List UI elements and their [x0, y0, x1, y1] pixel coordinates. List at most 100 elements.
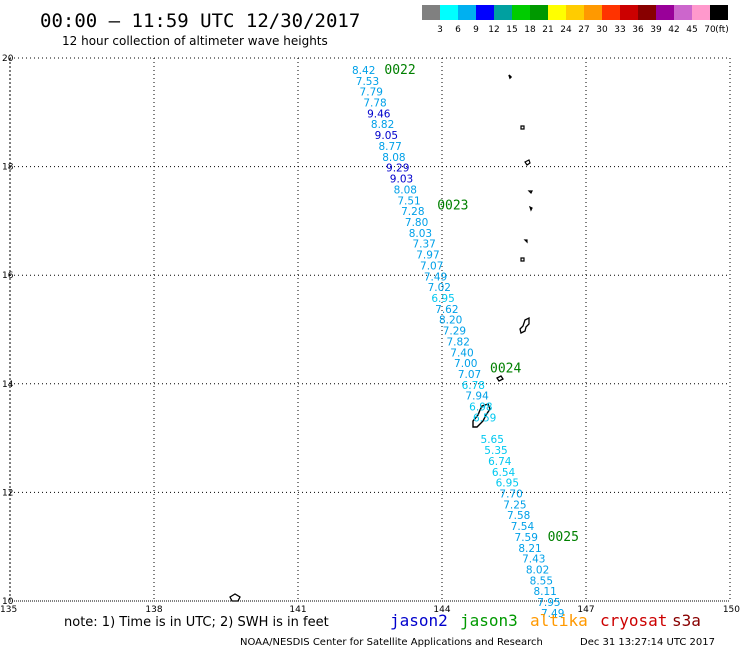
map-title: 00:00 — 11:59 UTC 12/30/2017 — [40, 10, 360, 32]
colorbar-swatch — [692, 5, 710, 20]
island-outline — [229, 593, 241, 602]
longitude-tick-label: 135 — [0, 605, 17, 615]
colorbar-swatch — [494, 5, 512, 20]
island-outline — [523, 239, 528, 244]
wave-height-value: 9.05 — [375, 130, 398, 142]
legend-jason3: jason3 — [460, 611, 518, 630]
pass-id-label: 0024 — [490, 362, 521, 377]
wave-height-value: 7.95 — [537, 597, 560, 609]
colorbar-swatch — [674, 5, 692, 20]
footer-note: note: 1) Time is in UTC; 2) SWH is in fe… — [64, 615, 329, 630]
wave-height-value: 7.62 — [435, 304, 458, 316]
wave-height-value: 7.49 — [541, 608, 564, 620]
wave-height-value: 7.40 — [450, 347, 473, 359]
island-outline — [520, 125, 525, 130]
wave-height-value: 7.97 — [416, 250, 439, 262]
colorbar-label: 45 — [686, 25, 697, 35]
colorbar: 3 6 9 12 15 18 21 24 27 30 33 36 39 42 45 70 (ft) — [422, 5, 729, 35]
wave-height-value: 5.35 — [484, 445, 507, 457]
wave-height-value: 7.80 — [405, 217, 428, 229]
wave-height-value: 6.78 — [462, 380, 485, 392]
colorbar-swatch — [638, 5, 656, 20]
wave-height-value: 7.07 — [420, 260, 443, 272]
colorbar-label: 12 — [488, 25, 499, 35]
colorbar-label: 70 — [704, 25, 716, 35]
wave-height-value: 7.82 — [447, 336, 470, 348]
footer-credit: NOAA/NESDIS Center for Satellite Applica… — [240, 637, 543, 648]
wave-height-value: 7.94 — [465, 391, 489, 403]
colorbar-swatch — [710, 5, 728, 20]
colorbar-label: 33 — [614, 25, 625, 35]
colorbar-swatch — [602, 5, 620, 20]
map-frame — [9, 57, 731, 602]
legend-s3a: s3a — [672, 611, 701, 630]
colorbar-label: 39 — [650, 25, 662, 35]
island-outline — [519, 316, 530, 334]
colorbar-label: 42 — [668, 25, 679, 35]
wave-height-value: 7.37 — [412, 239, 435, 251]
pass-labels: 0022 0023 0024 0025 — [384, 63, 579, 545]
colorbar-swatch — [584, 5, 602, 20]
wave-height-value: 8.08 — [394, 184, 417, 196]
wave-height-value: 8.77 — [378, 141, 401, 153]
colorbar-label: 18 — [524, 25, 536, 35]
wave-height-value: 9.46 — [367, 108, 391, 120]
wave-height-value: 7.07 — [458, 369, 481, 381]
wave-height-value: 7.28 — [401, 206, 424, 218]
wave-height-value: 8.21 — [518, 543, 541, 555]
wave-height-value: 8.02 — [526, 565, 549, 577]
wave-height-value: 8.11 — [533, 586, 556, 598]
wave-height-value: 9.29 — [386, 163, 409, 175]
pass-id-label: 0023 — [437, 199, 468, 214]
wave-height-value: 8.08 — [382, 152, 405, 164]
wave-height-value: 6.59 — [473, 412, 496, 424]
wave-height-value: 8.82 — [371, 119, 394, 131]
longitude-tick-label: 147 — [577, 605, 594, 615]
colorbar-swatch — [458, 5, 476, 20]
colorbar-label: 24 — [560, 25, 572, 35]
colorbar-label: 21 — [542, 25, 553, 35]
map-subtitle: 12 hour collection of altimeter wave hei… — [62, 34, 328, 48]
colorbar-label: 15 — [506, 25, 517, 35]
legend-jason2: jason2 — [390, 611, 448, 630]
wave-height-value: 6.54 — [492, 467, 516, 479]
wave-height-value: 7.54 — [511, 521, 535, 533]
wave-height-value: 7.58 — [507, 510, 530, 522]
pass-id-label: 0022 — [384, 63, 415, 78]
wave-height-value: 7.49 — [424, 271, 447, 283]
wave-height-value: 8.20 — [439, 315, 462, 327]
wave-height-value: 8.42 — [352, 65, 375, 77]
wave-height-value: 8.55 — [530, 575, 553, 587]
wave-height-value: 6.95 — [431, 293, 454, 305]
latitude-tick-label: 18 — [2, 163, 14, 173]
wave-height-value: 7.02 — [428, 282, 451, 294]
pass-id-label: 0025 — [548, 530, 579, 545]
colorbar-swatch — [548, 5, 566, 20]
colorbar-label: 6 — [455, 25, 461, 35]
wave-height-value: 9.03 — [390, 174, 413, 186]
wave-height-value: 7.29 — [443, 326, 466, 338]
latitude-tick-label: 12 — [2, 488, 13, 498]
island-outline — [520, 257, 525, 262]
wave-height-value: 7.00 — [454, 358, 477, 370]
wave-height-value: 7.25 — [503, 499, 526, 511]
satellite-legend: jason2 jason3 altika cryosat s3a — [390, 611, 701, 630]
wave-height-value: 7.78 — [363, 98, 386, 110]
colorbar-swatch — [566, 5, 584, 20]
colorbar-swatch — [440, 5, 458, 20]
wave-height-value: 6.95 — [496, 478, 519, 490]
wave-height-value: 5.65 — [481, 434, 504, 446]
axis-labels: 135 138 141 144 147 150 20 18 16 14 12 10 — [0, 54, 740, 615]
latitude-tick-label: 14 — [2, 380, 14, 390]
colorbar-swatch — [422, 5, 440, 20]
wave-height-value: 7.51 — [397, 195, 420, 207]
wave-height-value: 6.98 — [469, 402, 492, 414]
island-outline — [496, 375, 504, 382]
island-outline — [508, 74, 513, 80]
colorbar-label: 3 — [437, 25, 443, 35]
longitude-tick-label: 144 — [433, 605, 450, 615]
footer-timestamp: Dec 31 13:27:14 UTC 2017 — [580, 637, 715, 648]
observation-labels: 8.427.537.797.789.468.829.058.778.089.29… — [352, 65, 564, 620]
